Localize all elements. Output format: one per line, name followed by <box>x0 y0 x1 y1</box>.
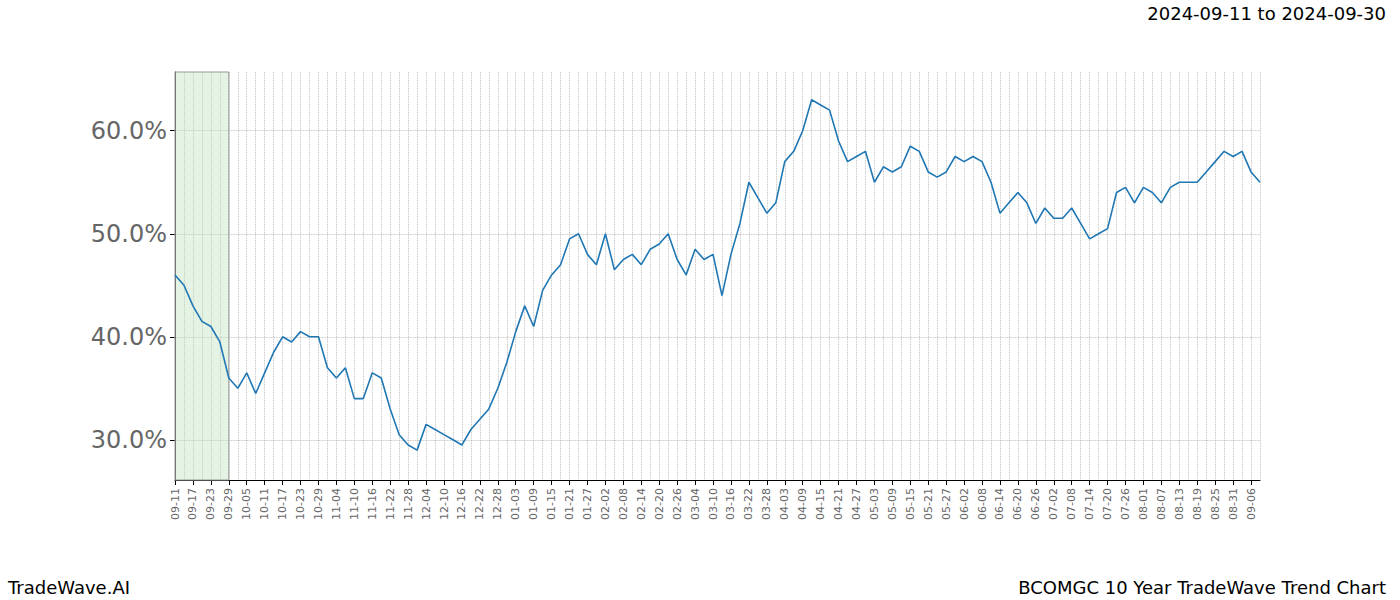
svg-text:05-09: 05-09 <box>886 488 899 520</box>
svg-text:06-20: 06-20 <box>1011 488 1024 520</box>
svg-text:02-26: 02-26 <box>671 488 684 520</box>
svg-text:07-20: 07-20 <box>1101 488 1114 520</box>
svg-text:08-25: 08-25 <box>1209 488 1222 520</box>
svg-text:06-26: 06-26 <box>1029 488 1042 520</box>
svg-text:01-15: 01-15 <box>545 488 558 520</box>
svg-text:10-11: 10-11 <box>258 488 271 520</box>
svg-text:06-08: 06-08 <box>976 488 989 520</box>
svg-text:04-03: 04-03 <box>778 488 791 520</box>
svg-text:TradeWave.AI: TradeWave.AI <box>7 577 130 598</box>
svg-text:03-16: 03-16 <box>724 488 737 520</box>
svg-text:01-03: 01-03 <box>509 488 522 520</box>
svg-text:08-19: 08-19 <box>1191 488 1204 520</box>
svg-text:11-22: 11-22 <box>384 488 397 520</box>
svg-text:04-09: 04-09 <box>796 488 809 520</box>
svg-text:06-02: 06-02 <box>958 488 971 520</box>
svg-text:02-08: 02-08 <box>617 488 630 520</box>
svg-text:09-17: 09-17 <box>186 488 199 520</box>
svg-text:40.0%: 40.0% <box>91 323 167 351</box>
svg-text:50.0%: 50.0% <box>91 220 167 248</box>
svg-text:2024-09-11 to 2024-09-30: 2024-09-11 to 2024-09-30 <box>1147 3 1386 24</box>
svg-text:60.0%: 60.0% <box>91 117 167 145</box>
svg-text:02-20: 02-20 <box>653 488 666 520</box>
svg-text:11-10: 11-10 <box>348 488 361 520</box>
svg-text:02-14: 02-14 <box>635 488 648 520</box>
svg-text:12-04: 12-04 <box>420 488 433 520</box>
svg-text:10-05: 10-05 <box>240 488 253 520</box>
svg-text:01-09: 01-09 <box>527 488 540 520</box>
svg-text:08-13: 08-13 <box>1173 488 1186 520</box>
svg-text:11-16: 11-16 <box>366 488 379 520</box>
svg-text:04-27: 04-27 <box>850 488 863 520</box>
svg-text:04-21: 04-21 <box>832 488 845 520</box>
svg-text:12-22: 12-22 <box>473 488 486 520</box>
svg-text:09-29: 09-29 <box>222 488 235 520</box>
svg-text:05-27: 05-27 <box>940 488 953 520</box>
svg-text:05-15: 05-15 <box>904 488 917 520</box>
svg-text:07-14: 07-14 <box>1083 488 1096 520</box>
svg-text:08-07: 08-07 <box>1155 488 1168 520</box>
svg-text:03-28: 03-28 <box>760 488 773 520</box>
svg-text:07-08: 07-08 <box>1065 488 1078 520</box>
svg-text:12-10: 12-10 <box>438 488 451 520</box>
svg-text:03-04: 03-04 <box>689 488 702 520</box>
svg-text:03-10: 03-10 <box>707 488 720 520</box>
svg-text:02-02: 02-02 <box>599 488 612 520</box>
svg-text:01-21: 01-21 <box>563 488 576 520</box>
svg-text:01-27: 01-27 <box>581 488 594 520</box>
svg-text:07-26: 07-26 <box>1119 488 1132 520</box>
svg-text:09-11: 09-11 <box>169 488 182 520</box>
svg-text:10-23: 10-23 <box>294 488 307 520</box>
svg-text:05-21: 05-21 <box>922 488 935 520</box>
svg-text:08-01: 08-01 <box>1137 488 1150 520</box>
svg-text:30.0%: 30.0% <box>91 426 167 454</box>
svg-text:10-29: 10-29 <box>312 488 325 520</box>
svg-text:06-14: 06-14 <box>993 488 1006 520</box>
svg-text:04-15: 04-15 <box>814 488 827 520</box>
svg-text:BCOMGC 10 Year TradeWave Trend: BCOMGC 10 Year TradeWave Trend Chart <box>1018 577 1386 598</box>
svg-text:12-16: 12-16 <box>455 488 468 520</box>
svg-text:05-03: 05-03 <box>868 488 881 520</box>
svg-text:10-17: 10-17 <box>276 488 289 520</box>
svg-text:11-28: 11-28 <box>402 488 415 520</box>
svg-text:09-23: 09-23 <box>204 488 217 520</box>
svg-text:09-06: 09-06 <box>1245 488 1258 520</box>
svg-text:08-31: 08-31 <box>1227 488 1240 520</box>
svg-text:07-02: 07-02 <box>1047 488 1060 520</box>
svg-text:11-04: 11-04 <box>330 488 343 520</box>
svg-text:03-22: 03-22 <box>742 488 755 520</box>
svg-text:12-28: 12-28 <box>491 488 504 520</box>
